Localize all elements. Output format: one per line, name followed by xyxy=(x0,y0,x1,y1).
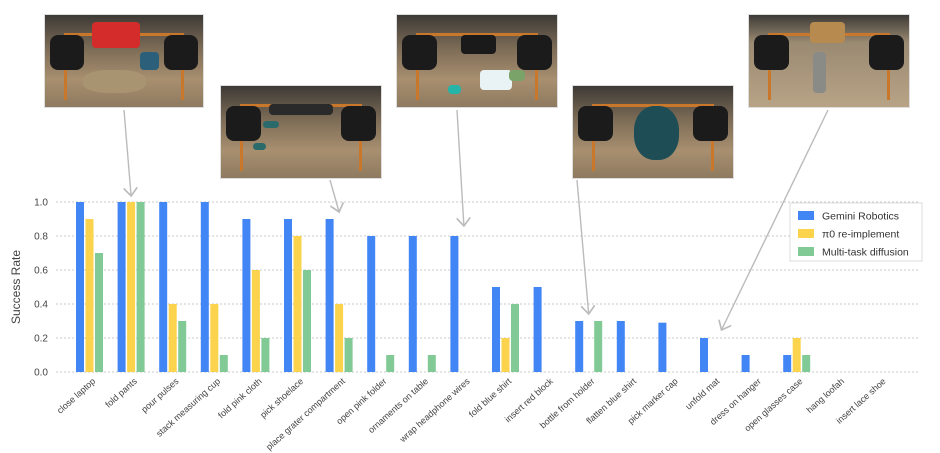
bar--0-re-implement-5 xyxy=(293,236,302,372)
y-tick-label: 1.0 xyxy=(34,198,48,209)
legend: Gemini Robotics π0 re-implement Multi-task… xyxy=(789,202,923,262)
arrow-place-grater-compartment xyxy=(329,179,339,212)
bar-multi-task-diffusion-8 xyxy=(427,355,436,372)
bar-gemini-robotics-14 xyxy=(658,322,667,372)
bar--0-re-implement-2 xyxy=(168,304,177,372)
arrow-fold-pants xyxy=(123,109,131,196)
bar-marks xyxy=(76,202,811,372)
arrow-unfold-mat xyxy=(722,109,829,330)
legend-swatch xyxy=(798,211,814,220)
y-tick-label: 0.8 xyxy=(34,232,48,243)
photo-fold-pants xyxy=(44,14,204,108)
x-tick-label: fold pants xyxy=(103,376,139,410)
x-tick-label: fold pink cloth xyxy=(216,376,264,420)
x-tick-label: place grater compartment xyxy=(264,376,347,452)
x-tick-label: wrap headphone wires xyxy=(397,376,472,445)
bar-gemini-robotics-13 xyxy=(616,321,625,372)
bar-gemini-robotics-2 xyxy=(159,202,168,372)
bar-multi-task-diffusion-0 xyxy=(95,253,103,372)
bar-gemini-robotics-4 xyxy=(242,219,251,372)
y-tick-label: 0.2 xyxy=(34,334,48,345)
bar--0-re-implement-6 xyxy=(335,304,344,372)
x-tick-label: pour pulses xyxy=(139,376,181,415)
bar-gemini-robotics-7 xyxy=(367,236,376,372)
bar-gemini-robotics-8 xyxy=(408,236,417,372)
x-tick-label: unfold mat xyxy=(683,376,721,412)
photo-unfold-mat xyxy=(748,14,910,108)
y-tick-label: 0.6 xyxy=(34,266,48,277)
legend-label: Multi-task diffusion xyxy=(822,247,909,259)
legend-label: π0 re-implement xyxy=(822,229,899,241)
photo-place-grater xyxy=(220,85,382,179)
photo-bottle-holder xyxy=(572,85,734,179)
bar-multi-task-diffusion-3 xyxy=(219,355,228,372)
arrow-bottle-from-holder xyxy=(576,179,589,314)
bar-multi-task-diffusion-17 xyxy=(802,355,811,372)
bar-gemini-robotics-1 xyxy=(117,202,126,372)
bar-multi-task-diffusion-4 xyxy=(261,338,270,372)
y-tick-label: 0.0 xyxy=(34,368,48,379)
bar-gemini-robotics-9 xyxy=(450,236,459,372)
bar-gemini-robotics-12 xyxy=(575,321,584,372)
bar-gemini-robotics-16 xyxy=(741,355,750,372)
bar-gemini-robotics-6 xyxy=(325,219,334,372)
bar--0-re-implement-4 xyxy=(251,270,260,372)
bar--0-re-implement-17 xyxy=(792,338,801,372)
bar-multi-task-diffusion-2 xyxy=(178,321,187,372)
legend-label: Gemini Robotics xyxy=(822,211,899,223)
bar-gemini-robotics-11 xyxy=(533,287,542,372)
y-tick-label: 0.4 xyxy=(34,300,48,311)
bar-multi-task-diffusion-6 xyxy=(344,338,353,372)
bar-gemini-robotics-5 xyxy=(284,219,292,372)
y-axis-label: Success Rate xyxy=(9,250,23,324)
bar--0-re-implement-1 xyxy=(127,202,136,372)
bar-gemini-robotics-10 xyxy=(492,287,500,372)
bar-gemini-robotics-15 xyxy=(700,338,708,372)
bar-multi-task-diffusion-7 xyxy=(386,355,395,372)
bar--0-re-implement-10 xyxy=(501,338,510,372)
bar-multi-task-diffusion-10 xyxy=(511,304,519,372)
x-tick-label: close laptop xyxy=(55,376,97,416)
bar-gemini-robotics-0 xyxy=(76,202,84,372)
bar-multi-task-diffusion-12 xyxy=(594,321,603,372)
y-axis: 0.0 0.2 0.4 0.6 0.8 1.0 xyxy=(34,198,48,379)
bar--0-re-implement-3 xyxy=(210,304,219,372)
arrow-wrap-headphone-wires xyxy=(456,109,464,226)
photo-arrows xyxy=(123,109,829,330)
bar-multi-task-diffusion-1 xyxy=(136,202,145,372)
bar-gemini-robotics-3 xyxy=(200,202,209,372)
legend-swatch xyxy=(798,229,814,238)
photo-wrap-headphone xyxy=(396,14,558,108)
legend-swatch xyxy=(798,247,814,256)
bar-gemini-robotics-17 xyxy=(783,355,792,372)
bar-multi-task-diffusion-5 xyxy=(303,270,311,372)
x-tick-label: hang loofah xyxy=(804,376,846,415)
bar--0-re-implement-0 xyxy=(85,219,94,372)
